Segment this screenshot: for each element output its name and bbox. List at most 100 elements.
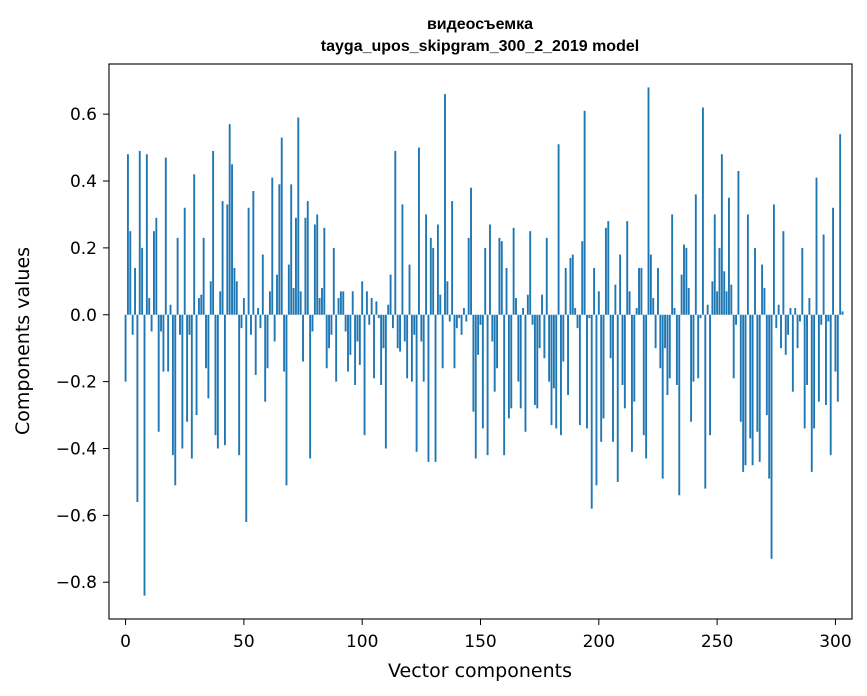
bar-238 bbox=[687, 288, 690, 315]
bar-14 bbox=[157, 314, 160, 432]
bar-176 bbox=[541, 294, 543, 315]
bar-190 bbox=[574, 308, 577, 315]
bar-143 bbox=[462, 308, 465, 315]
bar-208 bbox=[616, 314, 619, 482]
bar-90 bbox=[337, 298, 340, 315]
bar-75 bbox=[302, 314, 304, 362]
bar-145 bbox=[467, 237, 470, 315]
bar-series bbox=[124, 87, 844, 596]
bar-129 bbox=[429, 237, 432, 315]
bar-291 bbox=[813, 314, 816, 429]
bar-25 bbox=[183, 207, 186, 315]
bar-133 bbox=[439, 294, 442, 315]
bar-98 bbox=[356, 314, 359, 342]
bar-126 bbox=[422, 314, 425, 382]
bar-71 bbox=[292, 288, 295, 315]
bar-171 bbox=[529, 231, 532, 315]
bar-217 bbox=[638, 267, 640, 315]
bar-204 bbox=[607, 221, 610, 315]
bar-249 bbox=[713, 214, 716, 315]
bar-205 bbox=[609, 314, 612, 359]
bar-183 bbox=[557, 144, 560, 315]
bar-156 bbox=[493, 314, 496, 392]
bar-167 bbox=[519, 314, 522, 409]
bar-303 bbox=[841, 311, 844, 315]
bar-6 bbox=[138, 150, 141, 315]
bar-0 bbox=[124, 314, 127, 382]
bar-239 bbox=[690, 314, 693, 422]
bar-245 bbox=[704, 314, 707, 489]
bar-28 bbox=[190, 314, 193, 459]
bar-61 bbox=[268, 291, 271, 315]
bar-57 bbox=[259, 314, 262, 329]
bar-216 bbox=[635, 308, 638, 315]
bar-82 bbox=[318, 298, 321, 315]
bar-54 bbox=[252, 191, 255, 315]
bar-284 bbox=[796, 314, 799, 349]
bar-154 bbox=[489, 224, 491, 315]
bar-302 bbox=[839, 134, 842, 315]
bar-132 bbox=[436, 224, 439, 315]
bar-78 bbox=[309, 314, 312, 459]
bar-2 bbox=[129, 231, 132, 315]
bar-103 bbox=[368, 314, 371, 325]
bar-9 bbox=[145, 154, 148, 315]
bar-192 bbox=[578, 314, 581, 426]
bar-184 bbox=[560, 314, 562, 436]
bar-65 bbox=[278, 184, 281, 315]
bar-87 bbox=[330, 314, 333, 335]
bar-280 bbox=[787, 314, 790, 335]
y-tick-label: 0.4 bbox=[70, 172, 97, 192]
bar-115 bbox=[396, 314, 399, 349]
bar-72 bbox=[294, 217, 297, 315]
bar-22 bbox=[176, 237, 179, 315]
y-tick-label: −0.8 bbox=[56, 573, 97, 593]
bar-55 bbox=[254, 314, 257, 375]
bar-45 bbox=[231, 164, 233, 315]
y-tick-label: 0.0 bbox=[70, 306, 97, 326]
bar-281 bbox=[789, 308, 792, 315]
bar-84 bbox=[323, 227, 326, 315]
bar-147 bbox=[472, 314, 475, 412]
bar-253 bbox=[723, 271, 726, 315]
plot-frame bbox=[108, 63, 853, 620]
bar-79 bbox=[311, 314, 314, 332]
y-tick-label: −0.4 bbox=[56, 439, 97, 459]
bar-169 bbox=[524, 314, 527, 432]
bar-66 bbox=[280, 137, 283, 315]
bar-158 bbox=[498, 237, 501, 315]
bar-36 bbox=[209, 281, 212, 315]
bar-125 bbox=[420, 314, 423, 342]
bar-20 bbox=[171, 314, 174, 456]
bar-86 bbox=[328, 314, 330, 349]
bar-298 bbox=[829, 314, 832, 456]
bar-17 bbox=[164, 157, 167, 315]
bar-106 bbox=[375, 301, 378, 315]
bar-227 bbox=[661, 314, 664, 479]
bar-300 bbox=[834, 314, 837, 372]
bar-209 bbox=[619, 254, 622, 315]
bar-24 bbox=[181, 314, 184, 449]
bar-266 bbox=[754, 247, 756, 315]
bar-272 bbox=[768, 314, 771, 479]
bar-241 bbox=[694, 194, 697, 315]
bar-53 bbox=[250, 314, 252, 335]
bar-226 bbox=[659, 314, 662, 369]
bar-240 bbox=[692, 314, 695, 382]
y-tick-label: 0.2 bbox=[70, 239, 97, 259]
bar-102 bbox=[365, 291, 368, 315]
bar-148 bbox=[474, 314, 477, 459]
x-tick-label: 50 bbox=[233, 632, 255, 652]
bar-207 bbox=[614, 284, 617, 315]
bar-1 bbox=[126, 154, 129, 315]
x-tick-label: 200 bbox=[583, 632, 615, 652]
bar-301 bbox=[836, 314, 839, 402]
bar-263 bbox=[746, 214, 749, 315]
bar-180 bbox=[550, 314, 553, 426]
bar-265 bbox=[751, 314, 754, 466]
bar-47 bbox=[235, 281, 238, 315]
bar-34 bbox=[205, 314, 207, 369]
bar-159 bbox=[500, 241, 503, 315]
bar-194 bbox=[583, 110, 586, 315]
bar-225 bbox=[657, 267, 659, 315]
